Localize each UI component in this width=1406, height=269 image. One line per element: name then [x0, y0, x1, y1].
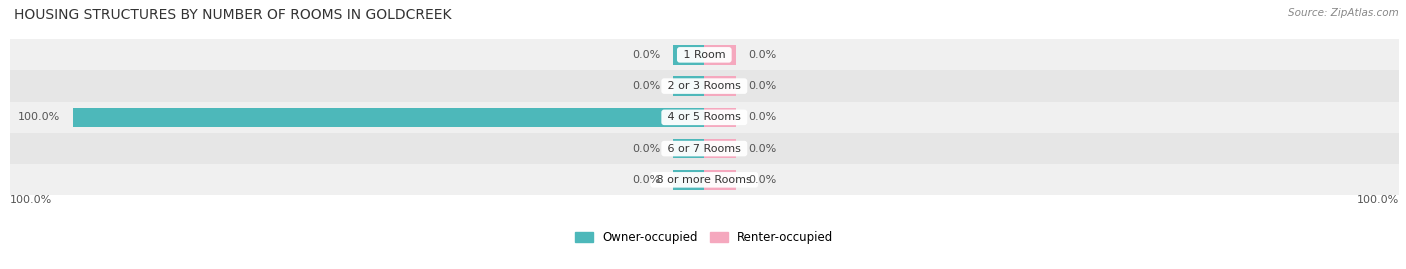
Text: 100.0%: 100.0% [18, 112, 60, 122]
Bar [704, 108, 735, 127]
Text: 6 or 7 Rooms: 6 or 7 Rooms [664, 144, 745, 154]
Legend: Owner-occupied, Renter-occupied: Owner-occupied, Renter-occupied [575, 231, 834, 244]
Text: HOUSING STRUCTURES BY NUMBER OF ROOMS IN GOLDCREEK: HOUSING STRUCTURES BY NUMBER OF ROOMS IN… [14, 8, 451, 22]
Text: 0.0%: 0.0% [631, 175, 659, 185]
Bar [672, 76, 704, 96]
Bar [704, 170, 735, 190]
Bar [704, 76, 735, 96]
Bar [704, 139, 735, 158]
Text: 0.0%: 0.0% [631, 81, 659, 91]
Text: 100.0%: 100.0% [1357, 196, 1399, 206]
Text: 8 or more Rooms: 8 or more Rooms [654, 175, 755, 185]
Text: 1 Room: 1 Room [679, 50, 728, 60]
Bar [704, 45, 735, 65]
Text: 2 or 3 Rooms: 2 or 3 Rooms [664, 81, 745, 91]
Bar [672, 170, 704, 190]
Bar [672, 45, 704, 65]
Text: 100.0%: 100.0% [10, 196, 52, 206]
Bar [73, 108, 704, 127]
Bar [10, 133, 1399, 164]
Text: 4 or 5 Rooms: 4 or 5 Rooms [664, 112, 745, 122]
Text: 0.0%: 0.0% [748, 175, 776, 185]
Bar [672, 139, 704, 158]
Text: 0.0%: 0.0% [748, 112, 776, 122]
Bar [10, 102, 1399, 133]
Text: Source: ZipAtlas.com: Source: ZipAtlas.com [1288, 8, 1399, 18]
Bar [10, 39, 1399, 70]
Bar [10, 164, 1399, 196]
Text: 0.0%: 0.0% [748, 81, 776, 91]
Text: 0.0%: 0.0% [631, 144, 659, 154]
Text: 0.0%: 0.0% [748, 144, 776, 154]
Text: 0.0%: 0.0% [631, 50, 659, 60]
Bar [10, 70, 1399, 102]
Text: 0.0%: 0.0% [748, 50, 776, 60]
